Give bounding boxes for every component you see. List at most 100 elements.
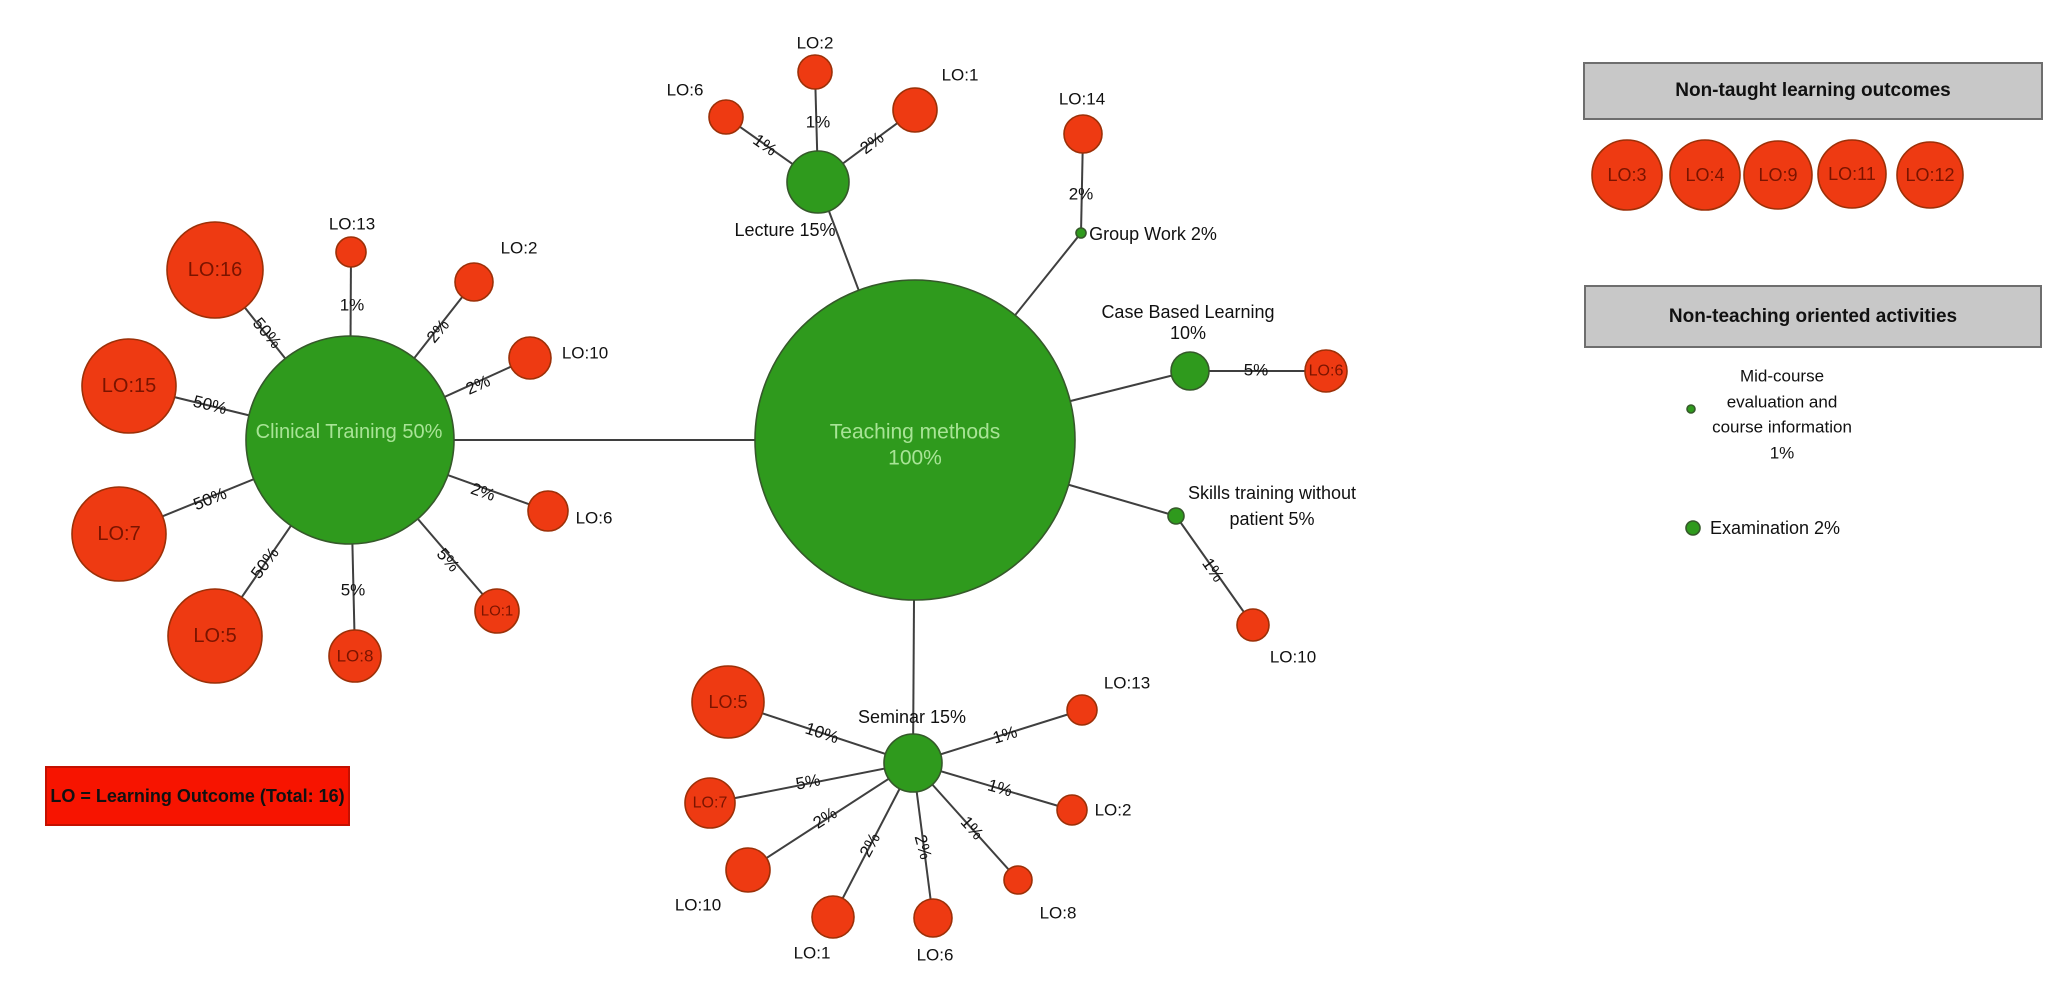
node-clinical (245, 335, 455, 545)
edge-label-clinical-c15: 50% (191, 392, 229, 419)
edge-label-clinical-c8c: 5% (341, 581, 366, 600)
node-c6c (527, 490, 569, 532)
node-label-c10c: LO:10 (562, 344, 608, 363)
legend-text: LO = Learning Outcome (Total: 16) (50, 785, 345, 806)
node-label-se10: LO:10 (675, 896, 721, 915)
node-l2 (797, 54, 833, 90)
node-s10 (1236, 608, 1270, 642)
edge-label-lecture-l6: 1% (749, 130, 780, 160)
edge-label-seminar-se1: 2% (856, 830, 884, 861)
node-label-se6: LO:6 (917, 946, 954, 965)
node-c16 (166, 221, 264, 319)
edge-label-clinical-c13: 1% (340, 296, 365, 315)
midcourse-label-line2: evaluation and (1727, 393, 1838, 412)
edge-label-clinical-c6c: 2% (468, 479, 497, 505)
casebased-label-line2: 10% (1170, 323, 1206, 343)
node-label-c16: LO:16 (188, 259, 242, 281)
edge-label-clinical-c5c: 50% (247, 544, 283, 583)
clinical-label: Clinical Training 50% (256, 421, 443, 443)
edge-label-groupwork-g14: 2% (1069, 185, 1094, 204)
node-c5c (167, 588, 263, 684)
midcourse-label-line1: Mid-course (1740, 367, 1824, 386)
node-label-s10: LO:10 (1270, 648, 1316, 667)
teaching-label-line2: 100% (888, 447, 942, 470)
node-label-c15: LO:15 (102, 375, 156, 397)
node-label-l6: LO:6 (667, 81, 704, 100)
node-label-c1c: LO:1 (481, 603, 514, 620)
node-c2c (454, 262, 494, 302)
node-seminar (883, 733, 943, 793)
node-label-se13: LO:13 (1104, 674, 1150, 693)
node-c13 (335, 236, 367, 268)
node-c8c (328, 629, 382, 683)
teaching-label-line1: Teaching methods (830, 421, 1000, 444)
node-c10c (508, 336, 552, 380)
edge-label-seminar-se7: 5% (794, 770, 822, 793)
skills-label-line1: Skills training without (1188, 483, 1356, 503)
node-g14 (1063, 114, 1103, 154)
node-se7 (684, 777, 736, 829)
node-se13 (1066, 694, 1098, 726)
lecture-label: Lecture 15% (734, 220, 835, 240)
node-label-se5: LO:5 (708, 692, 747, 712)
node-se8 (1003, 865, 1033, 895)
node-p9 (1743, 140, 1813, 210)
node-label-se7: LO:7 (693, 795, 728, 812)
node-lecture (786, 150, 850, 214)
edge-seminar-se7 (709, 762, 914, 804)
node-label-c13: LO:13 (329, 215, 375, 234)
node-p11 (1817, 139, 1887, 209)
node-label-p12: LO:12 (1905, 165, 1954, 185)
node-midcourse (1686, 404, 1696, 414)
midcourse-label-line4: 1% (1770, 444, 1795, 463)
node-label-cb6: LO:6 (1309, 363, 1344, 380)
node-label-l2: LO:2 (797, 34, 834, 53)
node-label-p11: LO:11 (1828, 164, 1876, 184)
edge-label-clinical-c10c: 2% (463, 371, 493, 398)
non-teaching-title: Non-teaching oriented activities (1668, 305, 1958, 327)
node-label-g14: LO:14 (1059, 90, 1105, 109)
node-se2 (1056, 794, 1088, 826)
node-p12 (1896, 141, 1964, 209)
node-casebased (1170, 351, 1210, 391)
node-l1 (892, 87, 938, 133)
edge-label-clinical-c1c: 5% (433, 544, 463, 575)
node-p4 (1669, 139, 1741, 211)
edge-label-seminar-se6: 2% (911, 833, 936, 862)
midcourse-label-line3: course information (1712, 418, 1852, 437)
node-label-se1: LO:1 (794, 944, 831, 963)
node-cb6 (1304, 349, 1348, 393)
node-c1c (474, 588, 520, 634)
node-c7c (71, 486, 167, 582)
non-taught-panel: Non-taught learning outcomes (1583, 62, 2043, 120)
node-label-c7c: LO:7 (97, 523, 140, 545)
edge-label-skills-s10: 1% (1198, 554, 1228, 585)
node-l6 (708, 99, 744, 135)
edge-label-seminar-se5: 10% (803, 719, 841, 748)
node-label-p9: LO:9 (1758, 165, 1797, 185)
edge-seminar-se10 (747, 762, 914, 871)
skills-label-line2: patient 5% (1229, 509, 1314, 529)
node-c15 (81, 338, 177, 434)
seminar-label: Seminar 15% (858, 707, 966, 727)
edge-label-seminar-se2: 1% (986, 775, 1015, 800)
node-label-se8: LO:8 (1040, 904, 1077, 923)
node-se6 (913, 898, 953, 938)
node-label-c6c: LO:6 (576, 509, 613, 528)
legend-box: LO = Learning Outcome (Total: 16) (45, 766, 350, 826)
node-label-l1: LO:1 (942, 66, 979, 85)
edge-label-lecture-l2: 1% (806, 113, 831, 132)
node-label-c2c: LO:2 (501, 239, 538, 258)
exam-label: Examination 2% (1710, 518, 1840, 538)
node-se5 (691, 665, 765, 739)
node-label-p4: LO:4 (1685, 165, 1724, 185)
non-taught-title: Non-taught learning outcomes (1675, 80, 1951, 101)
groupwork-label: Group Work 2% (1089, 224, 1217, 244)
node-label-p3: LO:3 (1607, 165, 1646, 185)
node-exam (1685, 520, 1701, 536)
node-se1 (811, 895, 855, 939)
non-teaching-panel: Non-teaching oriented activities (1584, 285, 2042, 348)
edge-label-clinical-c7c: 50% (191, 484, 230, 514)
node-se10 (725, 847, 771, 893)
